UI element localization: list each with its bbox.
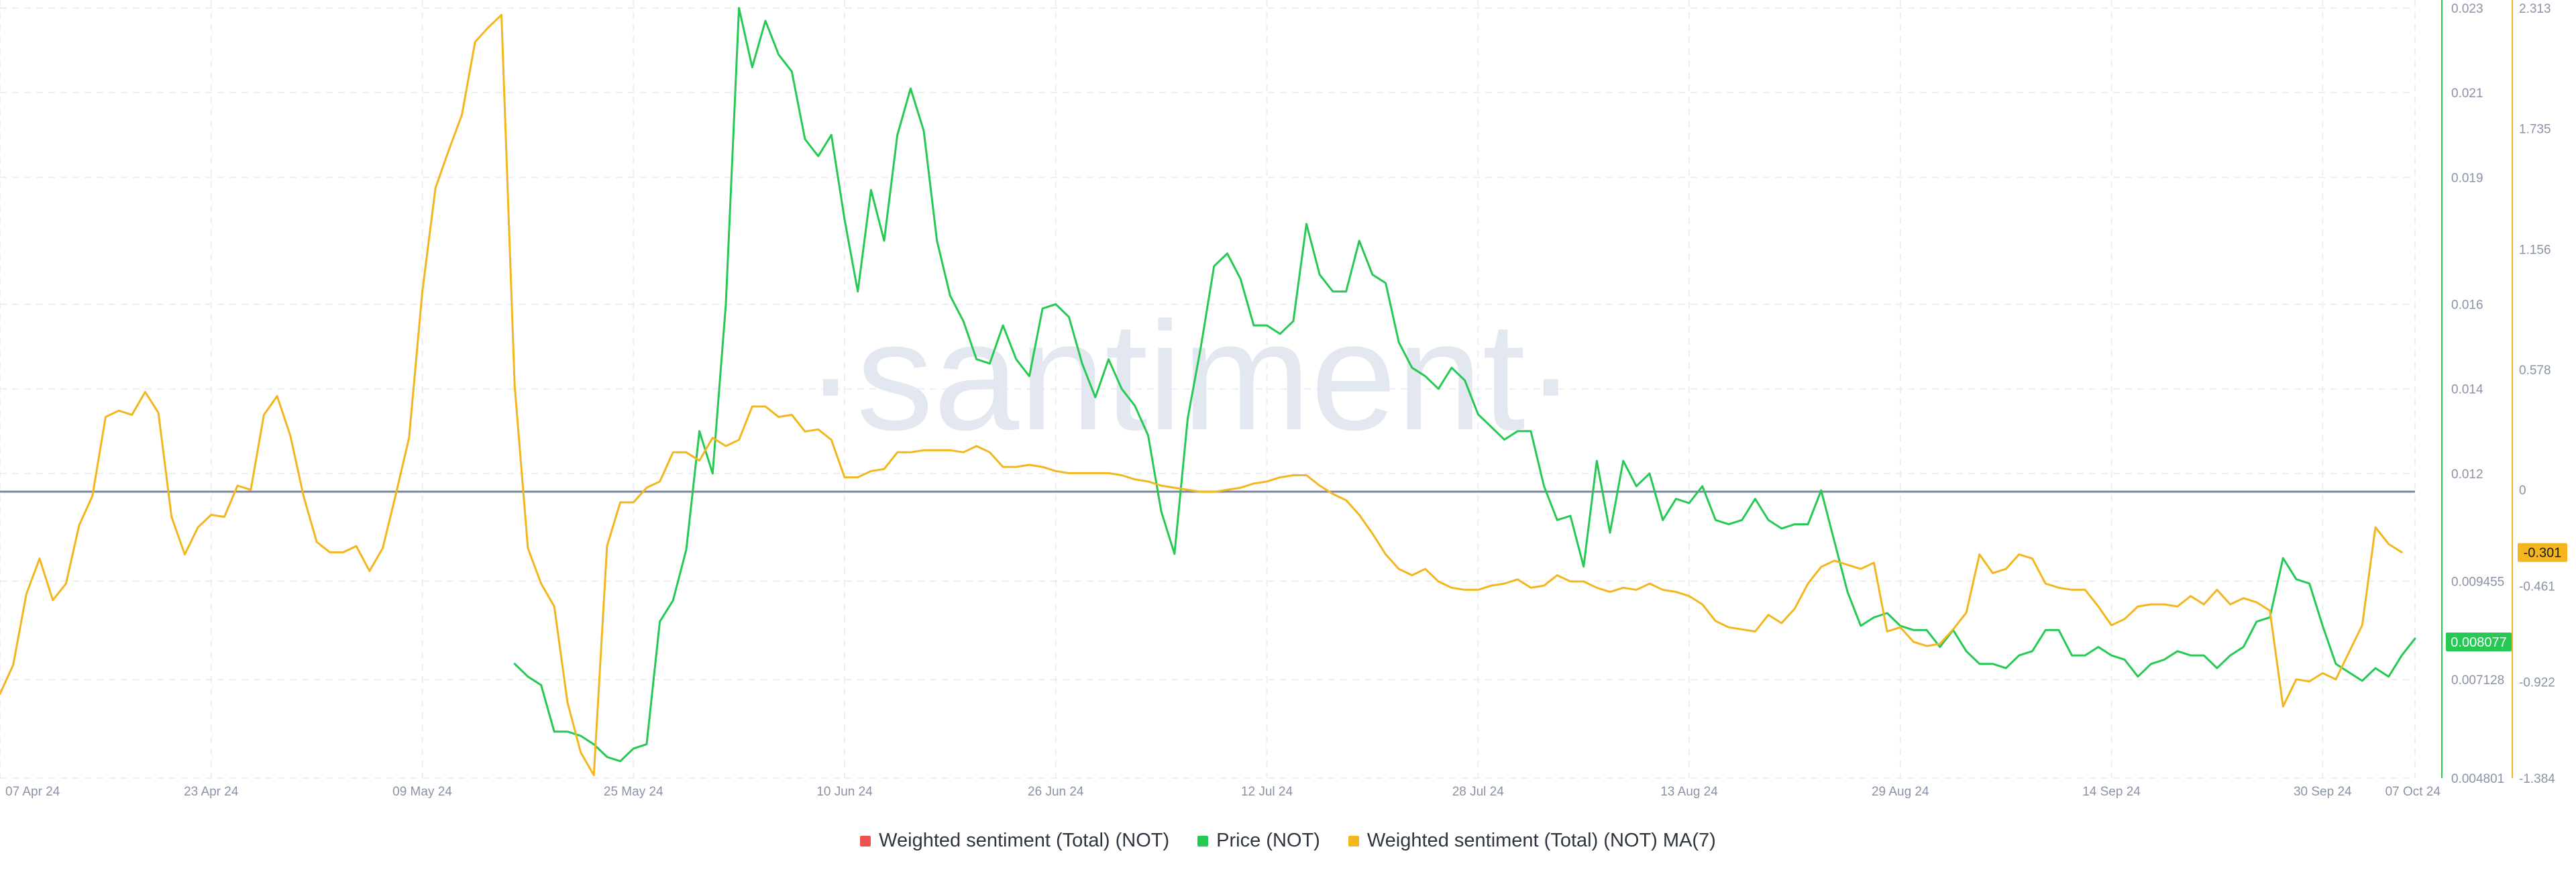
sentiment-tick-label: 1.156 [2519,243,2551,257]
series-layer[interactable] [0,7,2416,777]
sentiment-tick-label: 1.735 [2519,122,2551,136]
x-axis-ticks: 07 Apr 24 23 Apr 24 09 May 24 25 May 24 10 J… [5,785,2440,799]
price-tick-label: 0.007128 [2451,673,2504,688]
price-current-badge: 0.008077 [2446,633,2512,651]
x-tick-label: 12 Jul 24 [1241,785,1293,799]
price-tick-label: 0.012 [2451,468,2483,482]
sentiment-ma7-series-line[interactable] [0,13,2403,777]
legend-label: Weighted sentiment (Total) (NOT) [879,830,1170,851]
legend-label: Price (NOT) [1216,830,1320,851]
price-axis-ticks: 0.023 0.021 0.019 0.016 0.014 0.012 0.009455 0.… [2451,2,2504,786]
sentiment-tick-label: -0.922 [2519,676,2555,690]
price-tick-label: 0.004801 [2451,772,2504,786]
x-tick-label: 23 Apr 24 [184,785,239,799]
sentiment-tick-label: 0.578 [2519,364,2551,378]
sentiment-tick-label: -0.461 [2519,580,2555,594]
legend-swatch-green [1197,835,1209,847]
sentiment-current-badge: -0.301 [2518,543,2567,562]
x-tick-label: 09 May 24 [392,785,452,799]
legend-item-sentiment-ma7[interactable]: Weighted sentiment (Total) (NOT) MA(7) [1348,830,1716,852]
sentiment-current-value: -0.301 [2524,546,2562,561]
legend-item-weighted-sentiment[interactable]: Weighted sentiment (Total) (NOT) [860,830,1169,852]
santiment-watermark: ·santiment· [805,290,1576,462]
price-tick-label: 0.021 [2451,87,2483,101]
x-tick-label: 28 Jul 24 [1452,785,1505,799]
x-tick-label: 25 May 24 [604,785,663,799]
x-tick-label: 07 Oct 24 [2385,785,2441,799]
price-tick-label: 0.009455 [2451,575,2504,589]
grid-lines [0,0,2416,779]
price-series-line[interactable] [513,7,2416,763]
price-tick-label: 0.014 [2451,383,2483,397]
price-tick-label: 0.023 [2451,2,2483,16]
sentiment-axis-ticks: 2.313 1.735 1.156 0.578 0 -0.461 -0.922 -1.384 [2519,2,2555,786]
x-tick-label: 10 Jun 24 [816,785,873,799]
price-tick-label: 0.016 [2451,298,2483,313]
legend-label: Weighted sentiment (Total) (NOT) MA(7) [1366,830,1716,851]
x-tick-label: 13 Aug 24 [1660,785,1718,799]
legend-item-price[interactable]: Price (NOT) [1197,830,1320,852]
sentiment-tick-label: -1.384 [2519,772,2555,786]
x-tick-label: 07 Apr 24 [5,785,60,799]
x-tick-label: 26 Jun 24 [1028,785,1084,799]
price-tick-label: 0.019 [2451,171,2483,185]
price-current-value: 0.008077 [2451,635,2506,650]
legend-swatch-yellow [1348,835,1359,847]
legend-swatch-red [860,835,871,847]
x-tick-label: 30 Sep 24 [2294,785,2352,799]
x-tick-label: 14 Sep 24 [2082,785,2141,799]
x-tick-label: 29 Aug 24 [1872,785,1929,799]
sentiment-tick-label: 2.313 [2519,2,2551,16]
sentiment-tick-label: 0 [2519,484,2526,498]
chart-legend: Weighted sentiment (Total) (NOT) Price (… [0,830,2576,852]
